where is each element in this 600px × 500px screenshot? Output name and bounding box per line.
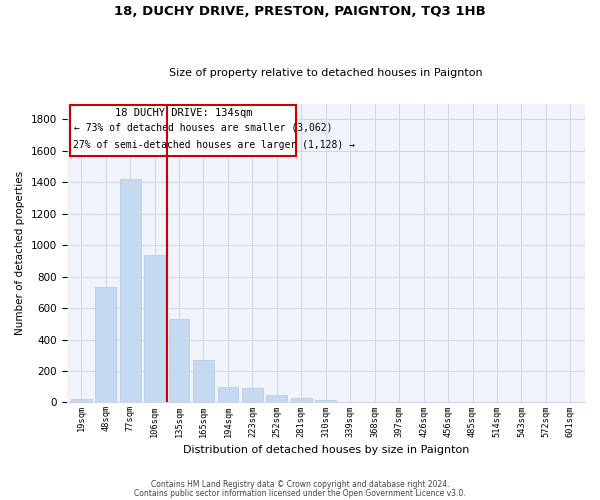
Title: Size of property relative to detached houses in Paignton: Size of property relative to detached ho… <box>169 68 482 78</box>
X-axis label: Distribution of detached houses by size in Paignton: Distribution of detached houses by size … <box>182 445 469 455</box>
Text: 18, DUCHY DRIVE, PRESTON, PAIGNTON, TQ3 1HB: 18, DUCHY DRIVE, PRESTON, PAIGNTON, TQ3 … <box>114 5 486 18</box>
FancyBboxPatch shape <box>70 106 296 156</box>
Text: Contains public sector information licensed under the Open Government Licence v3: Contains public sector information licen… <box>134 488 466 498</box>
Bar <box>95 287 116 403</box>
Y-axis label: Number of detached properties: Number of detached properties <box>15 171 25 335</box>
Bar <box>291 398 312 402</box>
Bar <box>266 394 287 402</box>
Text: ← 73% of detached houses are smaller (3,062): ← 73% of detached houses are smaller (3,… <box>74 123 332 133</box>
Text: 18 DUCHY DRIVE: 134sqm: 18 DUCHY DRIVE: 134sqm <box>115 108 252 118</box>
Bar <box>144 256 165 402</box>
Text: 27% of semi-detached houses are larger (1,128) →: 27% of semi-detached houses are larger (… <box>73 140 355 149</box>
Bar <box>169 319 190 402</box>
Bar <box>71 399 92 402</box>
Text: Contains HM Land Registry data © Crown copyright and database right 2024.: Contains HM Land Registry data © Crown c… <box>151 480 449 489</box>
Bar <box>120 179 140 402</box>
Bar <box>218 386 238 402</box>
Bar <box>242 388 263 402</box>
Bar <box>193 360 214 403</box>
Bar <box>316 400 336 402</box>
